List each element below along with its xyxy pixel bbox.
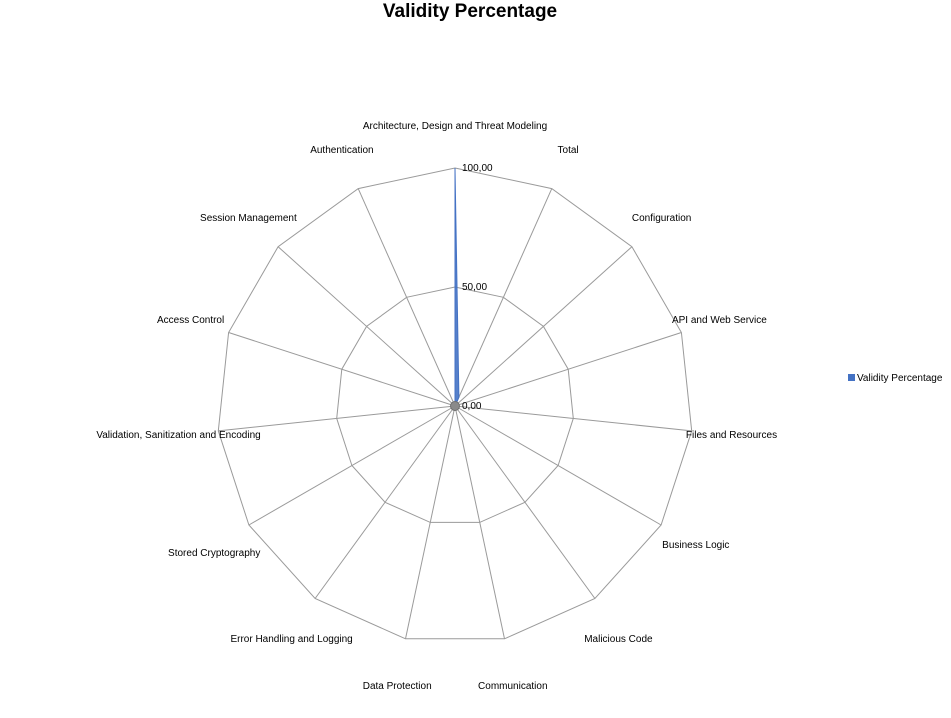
category-label: Session Management	[200, 213, 297, 224]
grid-spoke-1	[454, 188, 553, 407]
tick-labels: 0,00 50,00 100,00	[462, 163, 493, 412]
tick-label: 0,00	[462, 401, 482, 412]
category-label: Error Handling and Logging	[230, 634, 352, 645]
grid-spoke-13	[277, 246, 456, 407]
grid-spoke-9	[314, 405, 456, 599]
category-label: Access Control	[157, 315, 224, 326]
category-label: Business Logic	[662, 540, 729, 551]
series-polygon-0	[454, 167, 460, 407]
grid-ring-1	[336, 286, 574, 523]
chart-title: Validity Percentage	[383, 1, 557, 22]
category-label: Files and Resources	[686, 430, 777, 441]
category-label: Configuration	[632, 213, 691, 224]
legend-label: Validity Percentage	[857, 373, 943, 384]
tick-label: 50,00	[462, 282, 487, 293]
grid-spoke-7	[454, 405, 505, 639]
category-label: Data Protection	[363, 681, 432, 692]
grid-spoke-10	[248, 405, 456, 526]
grid-spoke-3	[454, 332, 682, 407]
category-labels: Architecture, Design and Threat Modeling…	[96, 121, 777, 692]
category-label: Validation, Sanitization and Encoding	[96, 430, 260, 441]
category-label: Communication	[478, 681, 547, 692]
grid-spoke-4	[454, 405, 692, 432]
tick-label: 100,00	[462, 163, 493, 174]
grid-spoke-8	[405, 405, 456, 639]
category-label: Total	[558, 145, 579, 156]
legend-swatch	[848, 374, 855, 381]
category-label: Malicious Code	[584, 634, 653, 645]
series-area	[450, 167, 460, 411]
grid-spoke-12	[228, 332, 456, 407]
grid-spoke-14	[357, 188, 456, 407]
grid-spoke-11	[218, 405, 456, 432]
center-marker	[450, 401, 460, 411]
grid-spoke-5	[454, 405, 662, 526]
grid-spoke-6	[454, 405, 596, 599]
grid-ring-2	[217, 167, 693, 640]
category-label: Architecture, Design and Threat Modeling	[363, 121, 547, 132]
category-label: Stored Cryptography	[168, 548, 260, 559]
category-label: API and Web Service	[672, 315, 767, 326]
category-label: Authentication	[310, 145, 373, 156]
radar-grid	[217, 167, 693, 640]
legend: Validity Percentage	[848, 373, 943, 384]
grid-spoke-2	[454, 246, 633, 407]
